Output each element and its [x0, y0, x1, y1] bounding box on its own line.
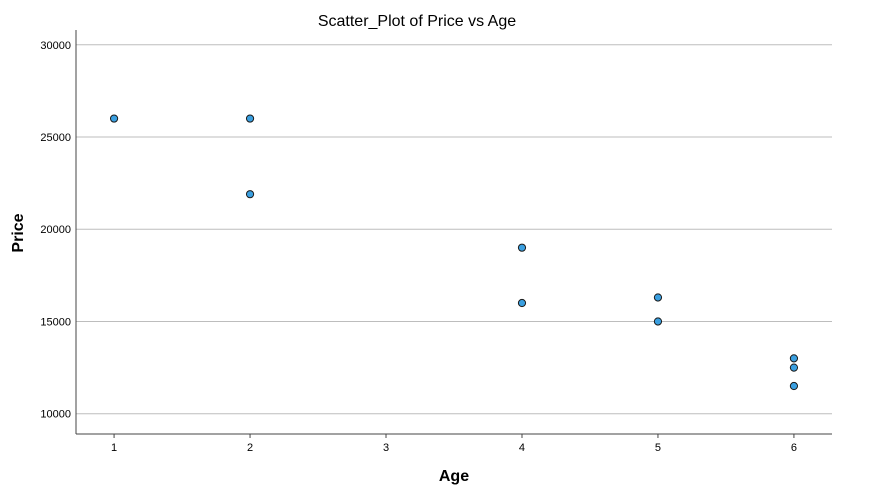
tick-labels: 10000 15000 20000 25000 30000 1 2 3 4 5 6 [40, 40, 797, 454]
scatter-point [245, 190, 255, 199]
x-tick-label: 4 [519, 442, 525, 454]
scatter-point [789, 354, 799, 363]
x-tick-label: 5 [655, 442, 661, 454]
y-tick-label: 20000 [40, 224, 71, 236]
scatter-point [517, 243, 527, 252]
y-tick-label: 10000 [40, 409, 71, 421]
chart-title: Scatter_Plot of Price vs Age [318, 13, 516, 30]
scatter-point [517, 298, 527, 308]
axes [75, 30, 832, 438]
x-tick-label: 2 [247, 442, 253, 454]
scatter-point [653, 293, 663, 302]
scatter-point [109, 114, 119, 123]
gridlines [76, 44, 832, 415]
y-tick-label: 15000 [40, 316, 71, 328]
y-tick-label: 30000 [40, 40, 71, 52]
x-tick-label: 6 [791, 442, 797, 454]
x-tick-label: 3 [383, 442, 389, 454]
scatter-point [789, 381, 799, 391]
x-axis-label: Age [439, 468, 469, 485]
data-points [109, 114, 799, 391]
scatter-point [653, 317, 663, 326]
y-tick-label: 25000 [40, 132, 71, 144]
scatter-point [245, 114, 255, 123]
x-tick-label: 1 [111, 442, 117, 454]
y-axis-label: Price [10, 213, 27, 252]
scatter-point [789, 363, 799, 372]
